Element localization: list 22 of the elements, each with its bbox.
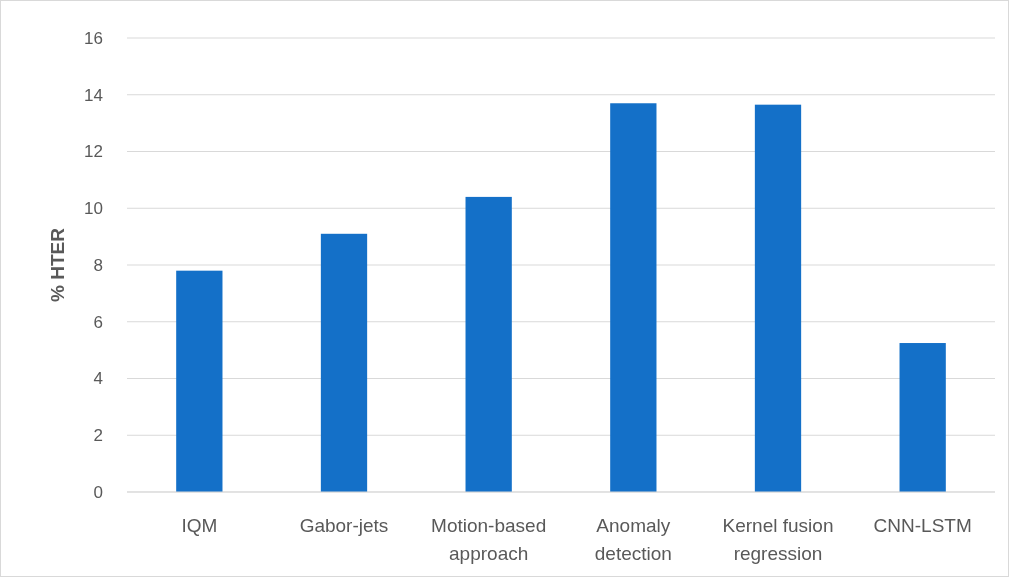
bar [176,270,223,492]
y-tick-label: 14 [84,85,103,105]
y-tick-label: 4 [93,369,103,389]
y-tick-label: 8 [93,255,103,275]
bar [754,104,802,492]
y-axis-title: % HTER [47,227,68,302]
bar [465,196,512,492]
y-tick-label: 2 [93,426,103,446]
bar [320,233,368,492]
x-tick-label: Motion-based approach [431,515,547,564]
x-tick-label: Kernel fusion regression [722,515,834,564]
y-tick-label: 12 [84,142,103,162]
x-tick-label: IQM [181,515,218,536]
x-tick-label: CNN-LSTM [873,515,972,536]
y-tick-label: 10 [84,199,103,219]
x-tick-label: Anomaly detection [594,515,672,564]
bar [610,103,657,492]
y-tick-label: 16 [84,28,103,48]
bar [899,343,946,492]
y-tick-label: 0 [93,482,103,502]
x-tick-label: Gabor-jets [299,515,389,536]
y-tick-label: 6 [93,312,103,332]
